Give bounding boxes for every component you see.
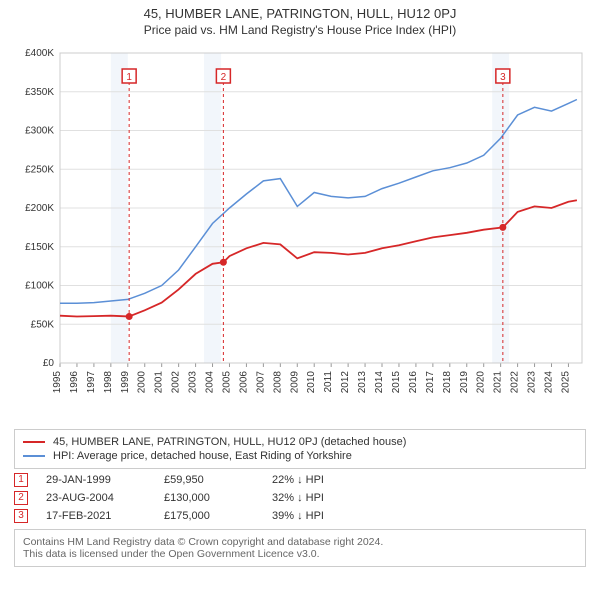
transactions-table: 1 29-JAN-1999 £59,950 22% ↓ HPI 2 23-AUG-2004… [14, 473, 586, 523]
y-tick-label: £100K [25, 281, 54, 292]
x-tick-label: 2010 [306, 371, 317, 394]
chart-svg: £0 £50K £100K £150K £200K £250K £300K £350K £400… [10, 43, 590, 423]
x-tick-label: 1999 [120, 371, 131, 394]
y-tick-label: £350K [25, 87, 54, 98]
x-tick-label: 1996 [69, 371, 80, 394]
transaction-price: £59,950 [164, 474, 254, 486]
x-tick-label: 2023 [527, 371, 538, 394]
x-tick-label: 2024 [543, 371, 554, 394]
legend-text: HPI: Average price, detached house, East… [53, 450, 352, 462]
transaction-marker: 1 [14, 473, 28, 487]
x-tick-label: 2014 [374, 371, 385, 394]
x-tick-label: 2021 [493, 371, 504, 394]
x-tick-label: 1995 [52, 371, 63, 394]
y-tick-label: £50K [31, 319, 55, 330]
legend-text: 45, HUMBER LANE, PATRINGTON, HULL, HU12 … [53, 436, 406, 448]
x-tick-label: 2009 [289, 371, 300, 394]
x-tick-label: 2001 [154, 371, 165, 394]
x-tick-label: 1997 [86, 371, 97, 394]
legend-row: 45, HUMBER LANE, PATRINGTON, HULL, HU12 … [23, 436, 577, 448]
x-tick-label: 2017 [425, 371, 436, 394]
marker-dot [499, 224, 506, 231]
footer-line-1: Contains HM Land Registry data © Crown c… [23, 536, 577, 548]
x-tick-label: 2004 [205, 371, 216, 394]
y-tick-label: £0 [43, 358, 55, 369]
transaction-row: 3 17-FEB-2021 £175,000 39% ↓ HPI [14, 509, 586, 523]
x-tick-label: 2003 [188, 371, 199, 394]
legend: 45, HUMBER LANE, PATRINGTON, HULL, HU12 … [14, 429, 586, 469]
y-tick-label: £400K [25, 48, 54, 59]
price-chart: £0 £50K £100K £150K £200K £250K £300K £350K £400… [10, 43, 590, 423]
transaction-diff: 39% ↓ HPI [272, 510, 362, 522]
transaction-price: £130,000 [164, 492, 254, 504]
transaction-row: 2 23-AUG-2004 £130,000 32% ↓ HPI [14, 491, 586, 505]
transaction-date: 29-JAN-1999 [46, 474, 146, 486]
y-tick-label: £300K [25, 126, 54, 137]
x-tick-label: 2018 [442, 371, 453, 394]
x-tick-label: 2002 [171, 371, 182, 394]
marker-label: 1 [126, 72, 132, 83]
x-tick-label: 2016 [408, 371, 419, 394]
transaction-marker: 2 [14, 491, 28, 505]
x-tick-label: 2008 [272, 371, 283, 394]
x-tick-label: 2020 [476, 371, 487, 394]
x-tick-label: 2012 [340, 371, 351, 394]
x-tick-label: 1998 [103, 371, 114, 394]
x-tick-label: 2006 [238, 371, 249, 394]
footer-line-2: This data is licensed under the Open Gov… [23, 548, 577, 560]
transaction-row: 1 29-JAN-1999 £59,950 22% ↓ HPI [14, 473, 586, 487]
y-tick-label: £150K [25, 242, 54, 253]
marker-dot [220, 259, 227, 266]
y-tick-label: £200K [25, 203, 54, 214]
x-tick-label: 2011 [323, 371, 334, 393]
y-tick-label: £250K [25, 164, 54, 175]
x-tick-label: 2007 [255, 371, 266, 394]
page-subtitle: Price paid vs. HM Land Registry's House … [0, 23, 600, 37]
x-tick-label: 2019 [459, 371, 470, 394]
x-tick-label: 2025 [560, 371, 571, 394]
x-tick-label: 2005 [221, 371, 232, 394]
legend-row: HPI: Average price, detached house, East… [23, 450, 577, 462]
x-tick-label: 2013 [357, 371, 368, 394]
transaction-date: 23-AUG-2004 [46, 492, 146, 504]
legend-swatch [23, 441, 45, 443]
transaction-diff: 22% ↓ HPI [272, 474, 362, 486]
footer: Contains HM Land Registry data © Crown c… [14, 529, 586, 567]
transaction-price: £175,000 [164, 510, 254, 522]
transaction-marker: 3 [14, 509, 28, 523]
transaction-diff: 32% ↓ HPI [272, 492, 362, 504]
page-title: 45, HUMBER LANE, PATRINGTON, HULL, HU12 … [0, 6, 600, 21]
legend-swatch [23, 455, 45, 457]
x-tick-label: 2022 [510, 371, 521, 394]
marker-label: 2 [221, 72, 227, 83]
marker-dot [126, 313, 133, 320]
transaction-date: 17-FEB-2021 [46, 510, 146, 522]
x-tick-label: 2000 [137, 371, 148, 394]
marker-label: 3 [500, 72, 506, 83]
x-tick-label: 2015 [391, 371, 402, 394]
